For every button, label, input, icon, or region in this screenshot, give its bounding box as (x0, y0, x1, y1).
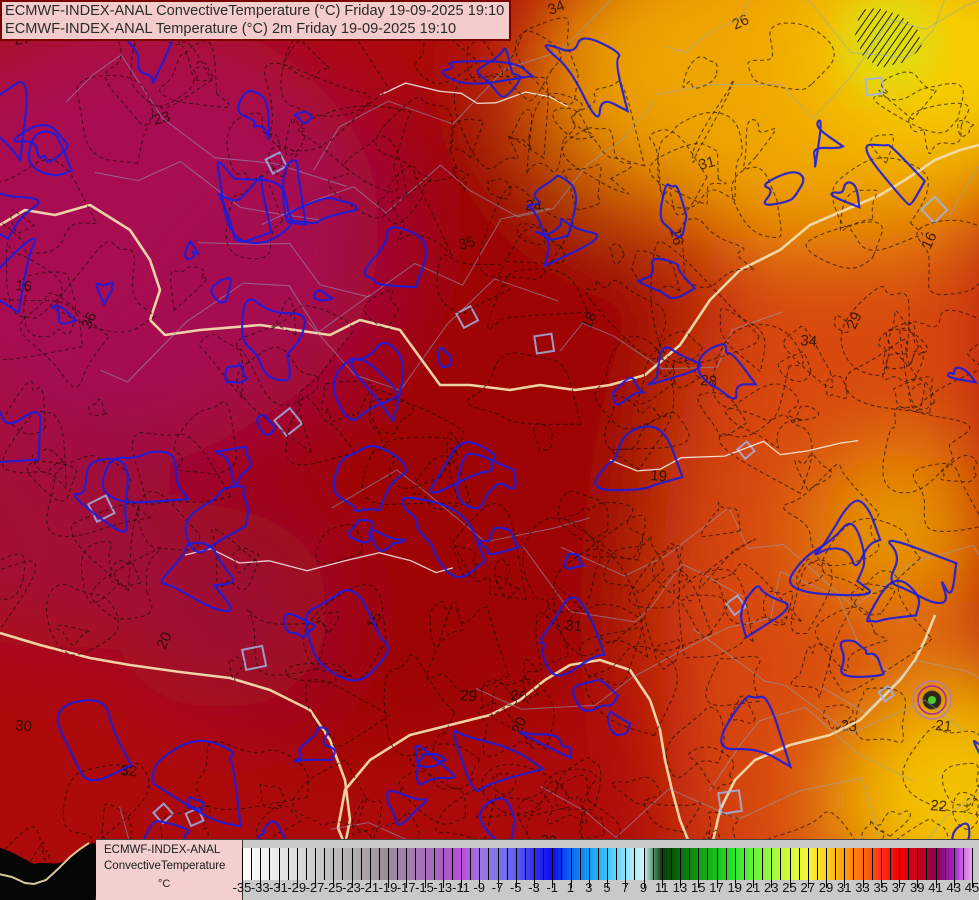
svg-text:29: 29 (460, 687, 478, 705)
svg-text:34: 34 (800, 332, 818, 350)
svg-text:30: 30 (15, 717, 33, 735)
svg-text:31: 31 (565, 617, 583, 635)
svg-text:22: 22 (930, 797, 948, 815)
